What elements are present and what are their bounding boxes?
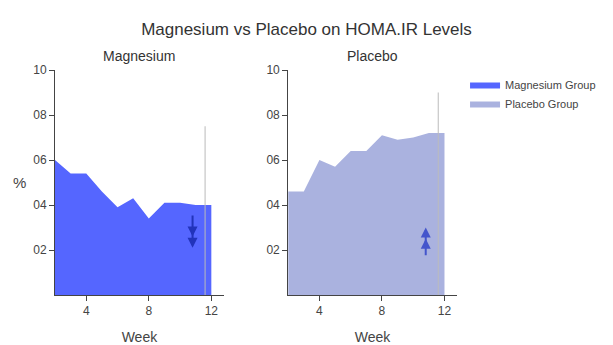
svg-text:Placebo: Placebo [347, 48, 398, 64]
svg-text:06: 06 [266, 153, 280, 167]
svg-text:04: 04 [33, 198, 47, 212]
svg-text:04: 04 [266, 198, 280, 212]
svg-text:Magnesium: Magnesium [103, 48, 175, 64]
svg-text:Magnesium vs Placebo on HOMA.I: Magnesium vs Placebo on HOMA.IR Levels [141, 20, 472, 39]
svg-text:Placebo Group: Placebo Group [505, 98, 578, 110]
svg-text:8: 8 [145, 304, 152, 318]
svg-text:Week: Week [355, 329, 392, 345]
svg-text:%: % [13, 174, 26, 191]
svg-text:Magnesium Group: Magnesium Group [505, 79, 596, 91]
svg-text:02: 02 [266, 243, 280, 257]
svg-text:10: 10 [33, 63, 47, 77]
svg-text:8: 8 [379, 304, 386, 318]
svg-text:08: 08 [33, 108, 47, 122]
svg-text:08: 08 [266, 108, 280, 122]
svg-text:4: 4 [83, 304, 90, 318]
svg-text:12: 12 [438, 304, 452, 318]
svg-text:Week: Week [122, 329, 159, 345]
svg-text:10: 10 [266, 63, 280, 77]
svg-text:06: 06 [33, 153, 47, 167]
svg-text:4: 4 [316, 304, 323, 318]
svg-text:02: 02 [33, 243, 47, 257]
svg-text:12: 12 [205, 304, 219, 318]
